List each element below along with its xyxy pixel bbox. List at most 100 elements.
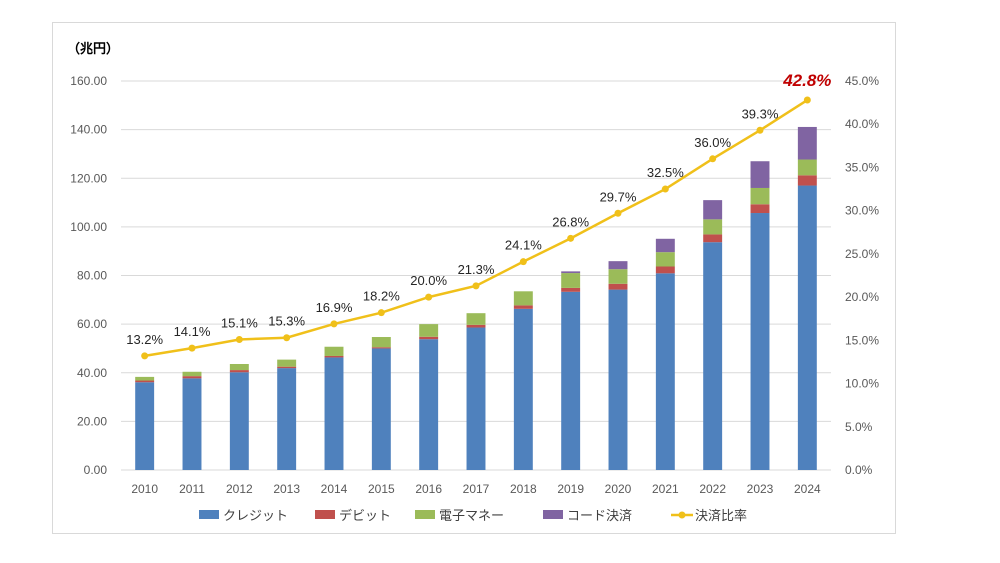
y-tick-label: 100.00 [70, 220, 107, 234]
bar-segment [608, 269, 628, 284]
x-tick-label: 2019 [557, 482, 584, 496]
y2-tick-label: 35.0% [845, 160, 879, 174]
x-tick-label: 2021 [652, 482, 679, 496]
y2-tick-label: 45.0% [845, 74, 879, 88]
ratio-point [519, 258, 527, 266]
ratio-point [614, 209, 622, 217]
bar-segment [513, 305, 533, 309]
bar-segment [229, 372, 249, 470]
ratio-data-label: 21.3% [458, 262, 495, 277]
y-axis-unit-label: （兆円） [67, 41, 119, 56]
legend-swatch [315, 510, 335, 519]
x-tick-label: 2014 [321, 482, 348, 496]
legend-label: デビット [339, 508, 391, 523]
ratio-data-label: 29.7% [600, 189, 637, 204]
legend-item: コード決済 [543, 508, 632, 523]
ratio-point [425, 293, 433, 301]
legend-label: 決済比率 [695, 508, 747, 523]
bar-segment [135, 382, 155, 470]
bar-segment [371, 348, 391, 470]
legend-label: クレジット [223, 508, 288, 523]
bar-segment [655, 238, 675, 253]
bar-segment [513, 308, 533, 470]
ratio-data-label: 20.0% [410, 273, 447, 288]
x-tick-label: 2011 [179, 482, 205, 496]
legend-marker [678, 511, 686, 519]
legend-swatch [199, 510, 219, 519]
bar-segment [466, 324, 486, 328]
x-tick-label: 2016 [415, 482, 442, 496]
bar-segment [229, 370, 249, 373]
ratio-point [141, 352, 149, 360]
ratio-data-label: 13.2% [126, 332, 163, 347]
bar-segment [561, 271, 581, 274]
x-tick-label: 2013 [273, 482, 300, 496]
legend-swatch [543, 510, 563, 519]
y-tick-label: 140.00 [70, 123, 107, 137]
y-tick-label: 60.00 [77, 317, 107, 331]
bar-segment [703, 234, 723, 243]
chart-frame: 0.00 20.00 40.00 60.00 80.00 100.00 120.00 140.… [52, 22, 896, 534]
bar-segment [419, 339, 439, 470]
ratio-data-label: 42.8% [782, 71, 831, 90]
chart-svg: 0.00 20.00 40.00 60.00 80.00 100.00 120.00 140.… [67, 41, 879, 523]
y-axis-right: 0.0% 5.0% 10.0% 15.0% 20.0% 25.0% 30.0% 35.0% 40… [845, 74, 879, 477]
bar-segment [655, 266, 675, 274]
x-axis: 2010 2011 2012 2013 2014 2015 2016 2017 2018 2019… [131, 482, 821, 496]
bar-segment [182, 371, 202, 377]
x-tick-label: 2018 [510, 482, 537, 496]
bar-segment [750, 187, 770, 205]
bar-segment [324, 355, 344, 358]
bar-segment [371, 347, 391, 349]
y2-tick-label: 40.0% [845, 117, 879, 131]
y2-tick-label: 0.0% [845, 463, 873, 477]
bar-segment [797, 175, 817, 186]
bar-segment [561, 291, 581, 470]
legend-item: クレジット [199, 508, 288, 523]
ratio-data-label: 15.3% [268, 314, 305, 329]
ratio-data-label: 26.8% [552, 214, 589, 229]
bar-segment [277, 368, 297, 470]
legend-item: デビット [315, 508, 391, 523]
ratio-data-label: 14.1% [174, 324, 211, 339]
bar-segment [750, 161, 770, 188]
ratio-data-label: 15.1% [221, 315, 258, 330]
bar-segment [182, 376, 202, 379]
y-tick-label: 40.00 [77, 366, 107, 380]
bar-segment [419, 324, 439, 337]
ratio-data-label: 16.9% [316, 300, 353, 315]
y-axis-left: 0.00 20.00 40.00 60.00 80.00 100.00 120.00 140.… [70, 74, 107, 477]
legend-swatch [415, 510, 435, 519]
legend-label: コード決済 [567, 508, 632, 523]
y2-tick-label: 5.0% [845, 420, 873, 434]
ratio-point [235, 335, 243, 343]
y-tick-label: 20.00 [77, 414, 107, 428]
bar-segment [466, 313, 486, 325]
ratio-line [141, 96, 811, 360]
bar-segment [182, 378, 202, 470]
legend-item: 電子マネー [415, 508, 504, 523]
y-tick-label: 80.00 [77, 269, 107, 283]
bar-segment [608, 283, 628, 290]
bar-segment [277, 359, 297, 367]
legend-label: 電子マネー [439, 508, 504, 523]
bar-segment [797, 159, 817, 176]
bar-segment [324, 357, 344, 470]
bar-segment [513, 291, 533, 306]
x-tick-label: 2015 [368, 482, 395, 496]
bar-segment [324, 346, 344, 356]
bar-segment [655, 273, 675, 470]
ratio-point [330, 320, 338, 328]
bar-segment [750, 204, 770, 214]
bar-segment [419, 336, 439, 340]
bar-segment [797, 185, 817, 470]
bar-segment [466, 327, 486, 470]
x-tick-label: 2010 [131, 482, 158, 496]
ratio-data-label: 18.2% [363, 289, 400, 304]
x-tick-label: 2017 [463, 482, 490, 496]
ratio-data-label: 32.5% [647, 165, 684, 180]
y2-tick-label: 30.0% [845, 204, 879, 218]
bar-segment [703, 200, 723, 220]
bar-segment [703, 219, 723, 235]
x-tick-label: 2022 [699, 482, 726, 496]
